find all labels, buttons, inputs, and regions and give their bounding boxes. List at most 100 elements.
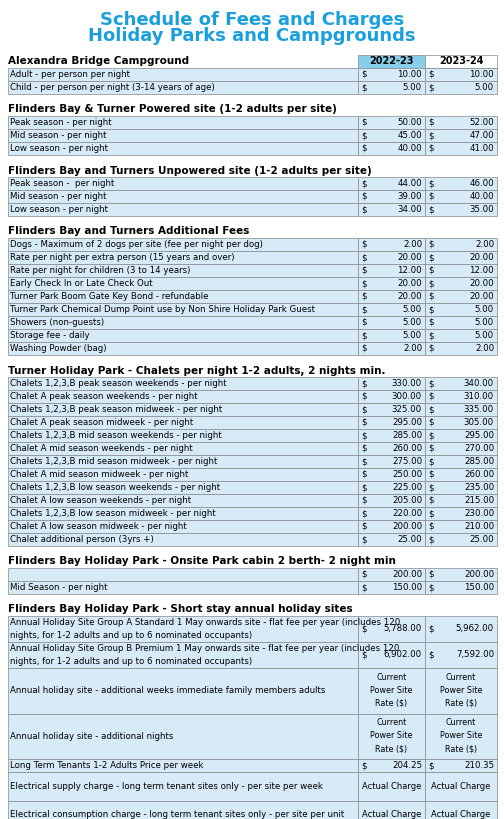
Text: 25.00: 25.00 xyxy=(469,535,494,544)
Bar xyxy=(8,442,358,455)
Text: Dogs - Maximum of 2 dogs per site (fee per night per dog): Dogs - Maximum of 2 dogs per site (fee p… xyxy=(10,240,263,249)
Text: Turner Park Chemical Dump Point use by Non Shire Holiday Park Guest: Turner Park Chemical Dump Point use by N… xyxy=(10,305,315,314)
Bar xyxy=(425,429,497,442)
Bar xyxy=(8,801,358,819)
Bar xyxy=(358,277,425,290)
Text: $: $ xyxy=(361,625,366,634)
Bar xyxy=(425,668,497,713)
Bar xyxy=(8,759,358,772)
Text: Schedule of Fees and Charges: Schedule of Fees and Charges xyxy=(100,11,404,29)
Text: 230.00: 230.00 xyxy=(464,509,494,518)
Text: 2.00: 2.00 xyxy=(475,344,494,353)
Text: $: $ xyxy=(428,70,433,79)
Text: Annual holiday site - additional weeks immediate family members adults: Annual holiday site - additional weeks i… xyxy=(10,686,326,695)
Bar xyxy=(8,290,358,303)
Text: 40.00: 40.00 xyxy=(397,144,422,153)
Bar xyxy=(358,494,425,507)
Text: Washing Powder (bag): Washing Powder (bag) xyxy=(10,344,106,353)
Text: 270.00: 270.00 xyxy=(464,444,494,453)
Text: $: $ xyxy=(428,205,433,214)
Bar xyxy=(8,403,358,416)
Text: Adult - per person per night: Adult - per person per night xyxy=(10,70,130,79)
Text: 250.00: 250.00 xyxy=(392,470,422,479)
Text: 305.00: 305.00 xyxy=(464,418,494,427)
Text: $: $ xyxy=(361,331,366,340)
Text: Electrical consumption charge - long term tenant sites only - per site per unit: Electrical consumption charge - long ter… xyxy=(10,810,344,819)
Text: Chalet A mid season midweek - per night: Chalet A mid season midweek - per night xyxy=(10,470,188,479)
Text: 205.00: 205.00 xyxy=(392,496,422,505)
Text: $: $ xyxy=(361,761,366,770)
Text: 5.00: 5.00 xyxy=(475,83,494,92)
Bar xyxy=(358,55,425,68)
Bar xyxy=(8,251,358,264)
Text: 340.00: 340.00 xyxy=(464,379,494,388)
Bar xyxy=(8,177,358,190)
Text: 210.35: 210.35 xyxy=(464,761,494,770)
Text: 210.00: 210.00 xyxy=(464,522,494,531)
Text: 5.00: 5.00 xyxy=(475,318,494,327)
Text: $: $ xyxy=(361,118,366,127)
Bar xyxy=(8,81,358,94)
Text: 215.00: 215.00 xyxy=(464,496,494,505)
Text: Power Site: Power Site xyxy=(440,731,482,740)
Text: 2.00: 2.00 xyxy=(403,344,422,353)
Text: $: $ xyxy=(361,279,366,288)
Bar xyxy=(8,581,358,594)
Text: 5.00: 5.00 xyxy=(403,331,422,340)
Text: Chalets 1,2,3,B low season weekends - per night: Chalets 1,2,3,B low season weekends - pe… xyxy=(10,483,220,492)
Text: 10.00: 10.00 xyxy=(469,70,494,79)
Bar xyxy=(425,329,497,342)
Text: 200.00: 200.00 xyxy=(392,522,422,531)
Bar xyxy=(358,616,425,642)
Text: Rate ($): Rate ($) xyxy=(445,699,477,708)
Bar xyxy=(358,507,425,520)
Text: Power Site: Power Site xyxy=(370,731,413,740)
Text: $: $ xyxy=(361,292,366,301)
Text: $: $ xyxy=(428,761,433,770)
Bar xyxy=(8,342,358,355)
Text: 39.00: 39.00 xyxy=(398,192,422,201)
Text: $: $ xyxy=(361,509,366,518)
Bar xyxy=(8,190,358,203)
Text: Child - per person per night (3-14 years of age): Child - per person per night (3-14 years… xyxy=(10,83,215,92)
Text: $: $ xyxy=(361,192,366,201)
Bar xyxy=(358,390,425,403)
Text: $: $ xyxy=(361,318,366,327)
Bar xyxy=(358,342,425,355)
Bar xyxy=(425,342,497,355)
Text: $: $ xyxy=(428,535,433,544)
Text: Low season - per night: Low season - per night xyxy=(10,144,108,153)
Bar xyxy=(8,68,358,81)
Bar xyxy=(358,581,425,594)
Text: 20.00: 20.00 xyxy=(397,292,422,301)
Bar xyxy=(425,290,497,303)
Text: 20.00: 20.00 xyxy=(469,279,494,288)
Bar xyxy=(8,429,358,442)
Text: 2.00: 2.00 xyxy=(475,240,494,249)
Bar xyxy=(8,533,358,546)
Bar xyxy=(8,455,358,468)
Text: $: $ xyxy=(428,179,433,188)
Text: $: $ xyxy=(428,431,433,440)
Text: $: $ xyxy=(428,470,433,479)
Text: 35.00: 35.00 xyxy=(469,205,494,214)
Text: $: $ xyxy=(361,650,366,659)
Text: Actual Charge: Actual Charge xyxy=(362,810,421,819)
Text: $: $ xyxy=(361,379,366,388)
Text: $: $ xyxy=(428,379,433,388)
Text: 12.00: 12.00 xyxy=(397,266,422,275)
Bar xyxy=(358,251,425,264)
Text: 310.00: 310.00 xyxy=(464,392,494,401)
Bar xyxy=(425,377,497,390)
Text: 220.00: 220.00 xyxy=(392,509,422,518)
Text: 25.00: 25.00 xyxy=(397,535,422,544)
Text: 204.25: 204.25 xyxy=(392,761,422,770)
Text: Chalets 1,2,3,B peak season weekends - per night: Chalets 1,2,3,B peak season weekends - p… xyxy=(10,379,227,388)
Text: $: $ xyxy=(428,650,433,659)
Text: Power Site: Power Site xyxy=(440,686,482,695)
Text: $: $ xyxy=(428,405,433,414)
Text: 295.00: 295.00 xyxy=(392,418,422,427)
Text: $: $ xyxy=(428,131,433,140)
Bar xyxy=(425,68,497,81)
Bar xyxy=(8,264,358,277)
